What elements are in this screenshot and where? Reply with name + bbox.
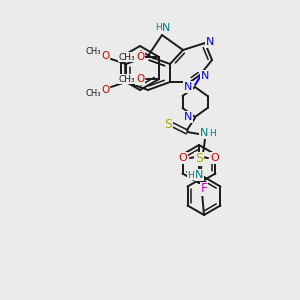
Text: O: O	[178, 153, 188, 163]
Text: H: H	[188, 170, 194, 179]
Text: N: N	[195, 170, 203, 180]
Text: CH₃: CH₃	[119, 74, 135, 83]
Text: O: O	[136, 74, 144, 84]
Text: N: N	[184, 82, 192, 92]
Text: N: N	[162, 23, 170, 33]
Text: O: O	[136, 52, 144, 62]
Text: CH₃: CH₃	[85, 47, 101, 56]
Text: S: S	[164, 118, 172, 130]
Text: O: O	[101, 85, 109, 95]
Text: F: F	[200, 182, 208, 196]
Text: O: O	[101, 51, 109, 61]
Text: CH₃: CH₃	[119, 52, 135, 62]
Text: H: H	[208, 128, 215, 137]
Text: S: S	[195, 152, 203, 166]
Text: CH₃: CH₃	[85, 89, 101, 98]
Text: N: N	[200, 128, 208, 138]
Text: N: N	[206, 37, 214, 47]
Text: N: N	[184, 112, 192, 122]
Text: H: H	[154, 23, 161, 32]
Text: N: N	[201, 71, 209, 81]
Text: O: O	[211, 153, 219, 163]
